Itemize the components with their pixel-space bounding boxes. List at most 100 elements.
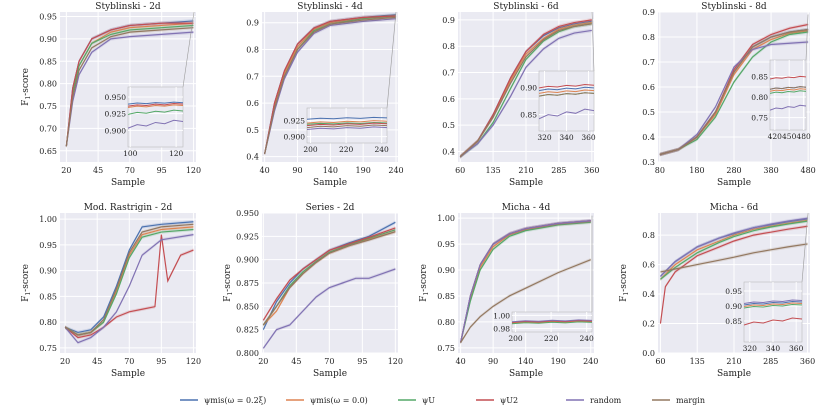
x-tick-label: 380 xyxy=(763,166,778,175)
inset-series-line xyxy=(128,101,183,105)
chart-panel: 40 90 140 190 240 0.75 0.80 0.85 0.90 0.95 1.00 Mic… xyxy=(419,203,598,379)
y-tick-label: 0.75 xyxy=(437,344,455,353)
x-tick-label: 95 xyxy=(357,357,367,366)
series-line xyxy=(460,221,591,343)
inset-series-line xyxy=(744,317,802,326)
x-tick-label: 70 xyxy=(124,357,134,366)
x-axis-label: Sample xyxy=(509,369,543,379)
chart-title: Mod. Rastrigin - 2d xyxy=(84,203,173,213)
y-tick-label: 0.7 xyxy=(246,72,259,81)
inset-y-tick-label: 0.80 xyxy=(751,93,768,102)
y-axis-label: F1-score xyxy=(21,68,32,106)
x-tick-label: 210 xyxy=(518,166,533,175)
x-tick-label: 280 xyxy=(726,166,741,175)
inset-connector xyxy=(805,14,809,61)
y-tick-label: 0.6 xyxy=(642,261,655,270)
series-line xyxy=(660,217,808,277)
chart-title: Styblinski - 2d xyxy=(95,2,161,12)
x-axis-label: Sample xyxy=(509,178,543,188)
y-tick-label: 0.3 xyxy=(642,158,655,167)
x-tick-label: 90 xyxy=(488,357,498,366)
chart-panel: 80 180 280 380 480 0.3 0.4 0.5 0.6 0.7 0.8 0.9 Stybl… xyxy=(642,2,816,188)
chart-title: Styblinski - 4d xyxy=(297,2,363,12)
inset-plot: 200 220 240 0.900 0.925 xyxy=(284,11,397,154)
x-axis-label: Sample xyxy=(313,369,347,379)
series-group xyxy=(264,12,397,156)
inset-y-tick-label: 0.925 xyxy=(284,117,306,126)
y-tick-label: 0.5 xyxy=(442,121,455,130)
y-tick-label: 0.4 xyxy=(642,290,655,299)
x-tick-label: 285 xyxy=(763,357,778,366)
inset-x-tick-label: 420 xyxy=(768,132,783,141)
series-line xyxy=(659,41,809,156)
x-tick-label: 135 xyxy=(485,166,500,175)
chart-panel: 60 135 210 285 360 0.4 0.5 0.6 0.7 0.8 0.9 Styblins… xyxy=(442,2,599,188)
y-tick-label: 1.00 xyxy=(39,215,57,224)
inset-plot: 200 220 240 0.98 1.00 xyxy=(493,215,595,343)
chart-panel: 40 90 140 190 240 0.4 0.5 0.6 0.7 0.8 0.9 Styblinsk… xyxy=(246,2,403,188)
inset-series-line xyxy=(512,320,592,324)
inset-series-line xyxy=(539,84,594,89)
y-tick-label: 0.8 xyxy=(442,42,455,51)
x-tick-label: 190 xyxy=(551,357,566,366)
inset-y-tick-label: 0.925 xyxy=(105,110,127,119)
x-tick-label: 45 xyxy=(92,357,102,366)
series-line xyxy=(659,31,809,156)
x-tick-label: 480 xyxy=(801,166,816,175)
legend-item: margin xyxy=(652,396,705,405)
inset-y-tick-label: 0.98 xyxy=(493,325,510,334)
y-tick-label: 0.90 xyxy=(39,267,57,276)
y-tick-label: 0.6 xyxy=(246,99,259,108)
inset-series-line xyxy=(512,319,592,323)
legend-label: random xyxy=(590,396,622,405)
y-tick-label: 0.75 xyxy=(39,344,57,353)
y-tick-label: 1.00 xyxy=(437,214,455,223)
series-line xyxy=(660,220,808,280)
inset-connector xyxy=(182,11,195,88)
chart-title: Styblinski - 8d xyxy=(701,2,767,12)
inset-area xyxy=(769,59,807,131)
y-tick-label: 0.75 xyxy=(39,102,57,111)
inset-connector xyxy=(801,212,809,283)
inset-series-line xyxy=(539,108,594,120)
legend-label: ψU xyxy=(422,396,435,405)
legend-item: random xyxy=(566,396,622,405)
series-group xyxy=(659,22,809,157)
inset-x-tick-label: 240 xyxy=(580,334,595,343)
x-tick-label: 20 xyxy=(61,166,71,175)
series-line xyxy=(262,227,396,321)
inset-x-tick-label: 360 xyxy=(789,344,804,353)
inset-x-tick-label: 100 xyxy=(123,149,138,158)
inset-series-line xyxy=(770,104,806,111)
series-line xyxy=(459,23,592,158)
y-tick-label: 0.85 xyxy=(39,57,57,66)
y-tick-label: 0.825 xyxy=(236,326,259,335)
series-line xyxy=(65,22,194,147)
inset-series-line xyxy=(307,122,387,127)
series-line xyxy=(659,225,808,324)
series-line xyxy=(660,243,808,273)
y-tick-label: 0.7 xyxy=(442,69,455,78)
series-line xyxy=(460,220,591,343)
series-group xyxy=(262,220,396,351)
inset-series-line xyxy=(307,121,387,125)
legend-label: ψmis(ω = 0.0) xyxy=(310,396,368,405)
inset-series-line xyxy=(307,116,387,120)
inset-series-line xyxy=(744,299,802,305)
y-tick-label: 0.95 xyxy=(39,12,57,21)
y-tick-label: 0.90 xyxy=(437,266,455,275)
x-tick-label: 70 xyxy=(324,357,334,366)
inset-plot: 100 120 0.900 0.925 0.950 xyxy=(105,11,195,158)
chart-title: Micha - 6d xyxy=(710,203,759,213)
inset-plot: 420 450 480 0.75 0.80 0.85 xyxy=(751,14,811,141)
legend-item: ψmis(ω = 0.2ξ) xyxy=(180,396,266,405)
x-tick-label: 40 xyxy=(456,357,466,366)
inset-series-line xyxy=(512,319,592,323)
chart-panel: 20 45 70 95 120 0.800 0.825 0.850 0.875 0.900 0.92… xyxy=(223,203,403,379)
inset-x-tick-label: 220 xyxy=(544,334,559,343)
series-line xyxy=(262,268,396,349)
x-tick-label: 135 xyxy=(690,357,705,366)
x-axis-label: Sample xyxy=(313,178,347,188)
x-tick-label: 20 xyxy=(258,357,268,366)
y-tick-label: 0.65 xyxy=(39,147,57,156)
